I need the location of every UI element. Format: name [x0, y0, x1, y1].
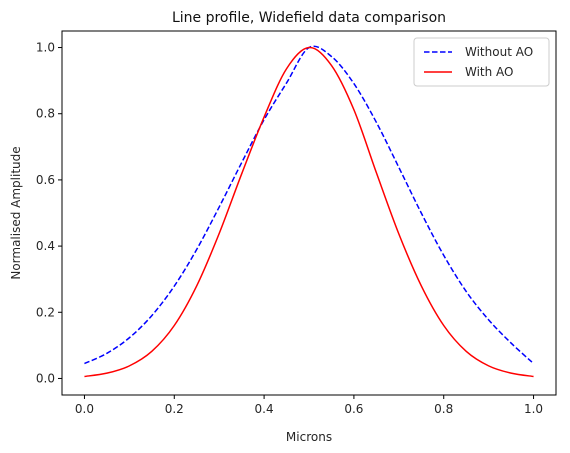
legend-box [413, 37, 550, 87]
x-axis-label: Microns [286, 430, 332, 444]
y-tick-label: 0.2 [36, 305, 55, 319]
y-tick-label: 0.4 [36, 239, 55, 253]
x-axis-ticks: 0.0 0.2 0.4 0.6 0.8 1.0 [75, 395, 543, 416]
y-tick-label: 0.6 [36, 173, 55, 187]
x-tick-label: 0.0 [75, 402, 94, 416]
legend: Without AO With AO [413, 37, 550, 87]
y-axis-label: Normalised Amplitude [9, 146, 23, 279]
x-tick-label: 0.2 [165, 402, 184, 416]
y-tick-label: 0.8 [36, 107, 55, 121]
chart-title: Line profile, Widefield data comparison [172, 10, 446, 26]
plot-frame [61, 30, 557, 396]
x-tick-label: 0.4 [255, 402, 274, 416]
series-line-with-ao [84, 46, 534, 378]
x-tick-label: 0.8 [434, 402, 453, 416]
x-tick-label: 1.0 [524, 402, 543, 416]
y-tick-label: 1.0 [36, 41, 55, 55]
y-tick-label: 0.0 [36, 371, 55, 385]
series-line-without-ao [84, 45, 535, 365]
legend-label-with-ao: With AO [465, 65, 514, 79]
y-axis-ticks: 0.0 0.2 0.4 0.6 0.8 1.0 [36, 41, 62, 385]
series-layer [84, 45, 535, 378]
legend-label-without-ao: Without AO [465, 45, 533, 59]
x-tick-label: 0.6 [344, 402, 363, 416]
